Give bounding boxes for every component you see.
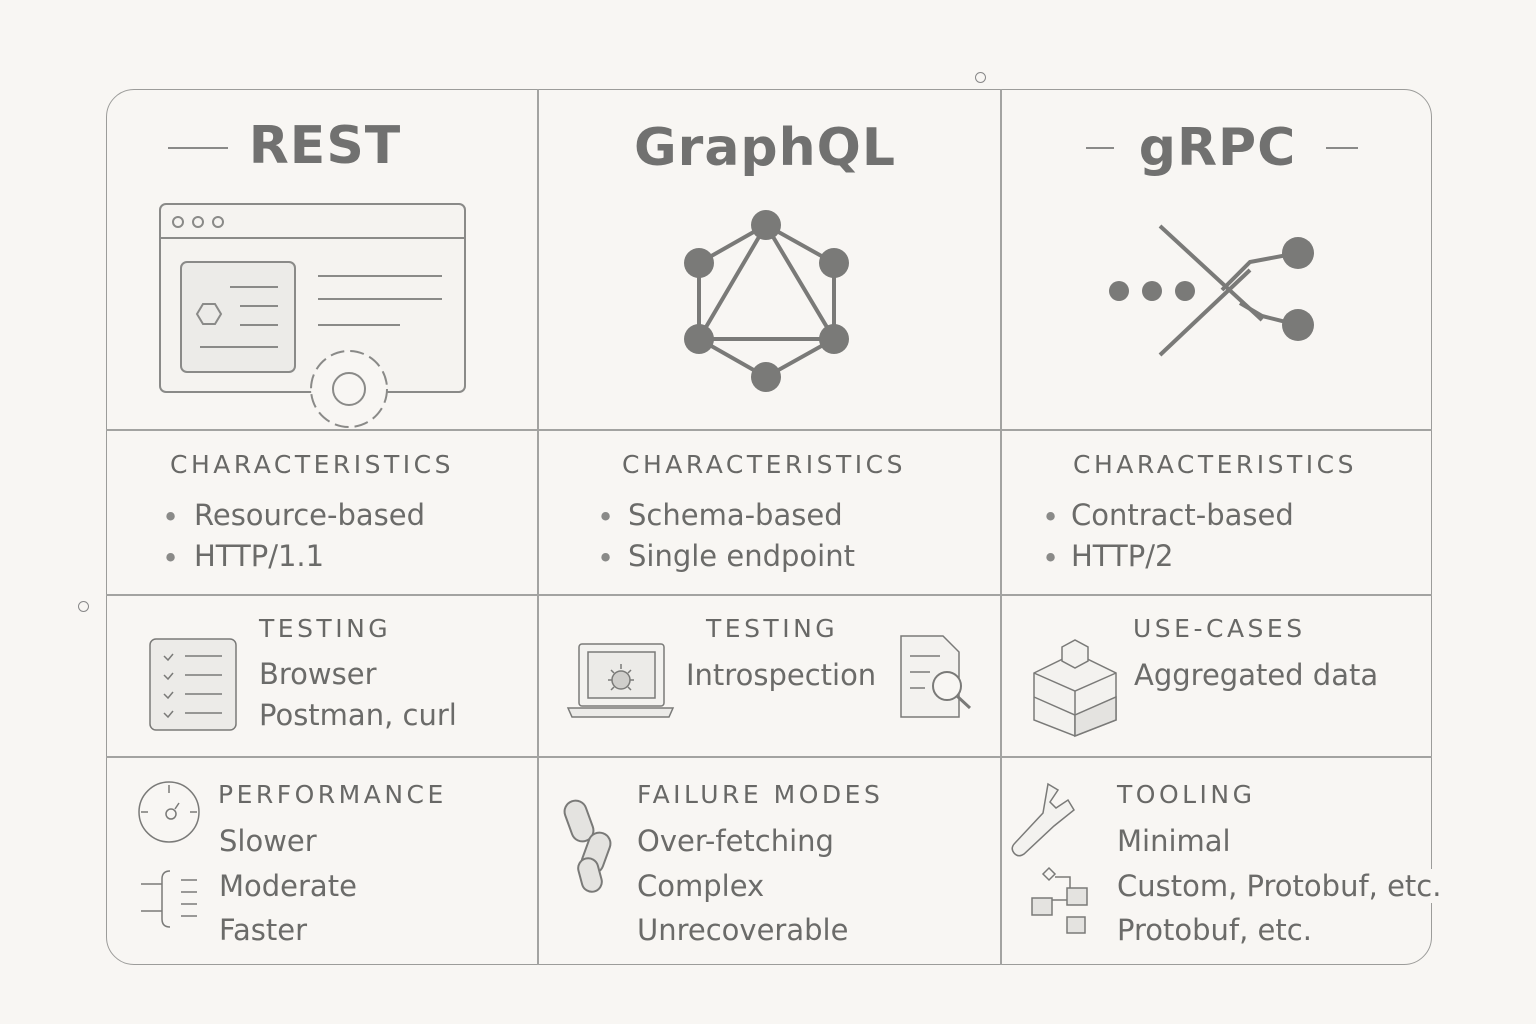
graphql-characteristics-label: CHARACTERISTICS	[622, 450, 906, 479]
grpc-use-cases-label: USE-CASES	[1133, 614, 1306, 643]
graphql-logo-icon	[684, 210, 849, 392]
graphql-failure-item: Complex	[637, 869, 765, 903]
graphql-failure-item: Unrecoverable	[637, 913, 849, 947]
rest-testing-item: Browser	[259, 657, 377, 691]
stacked-boxes-icon	[1033, 639, 1117, 738]
title-dash	[1086, 147, 1114, 149]
row-divider	[106, 429, 1432, 431]
row-divider	[106, 594, 1432, 596]
decorative-dot	[78, 601, 89, 612]
bullet-icon: •	[1042, 500, 1060, 534]
grpc-tooling-item: Custom, Protobuf, etc.	[1117, 869, 1444, 903]
rest-characteristic: Resource-based	[194, 498, 425, 532]
browser-window-gear-icon	[159, 203, 466, 428]
graphql-title: GraphQL	[634, 118, 896, 178]
graphql-testing-label: TESTING	[706, 614, 839, 643]
title-dash	[168, 147, 228, 149]
rest-testing-label: TESTING	[259, 614, 392, 643]
bullet-icon: •	[162, 541, 180, 575]
bullet-icon: •	[1042, 541, 1060, 575]
rest-performance-label: PERFORMANCE	[218, 780, 447, 809]
grpc-characteristics-label: CHARACTERISTICS	[1073, 450, 1357, 479]
rest-characteristic: HTTP/1.1	[194, 539, 325, 573]
grpc-characteristic: Contract-based	[1071, 498, 1294, 532]
rest-performance-item: Moderate	[219, 869, 357, 903]
rest-testing-item: Postman, curl	[259, 698, 457, 732]
bullet-icon: •	[597, 541, 615, 575]
wrench-icon	[1011, 782, 1075, 857]
column-divider	[537, 89, 539, 965]
checklist-icon	[149, 638, 237, 731]
bullet-icon: •	[597, 500, 615, 534]
broken-chain-icon	[563, 799, 612, 893]
grpc-use-case-item: Aggregated data	[1134, 658, 1379, 692]
grpc-tooling-item: Minimal	[1117, 824, 1231, 858]
grpc-arrows-icon	[1109, 224, 1314, 357]
comparison-table-frame	[106, 89, 1432, 965]
rest-performance-item: Slower	[219, 824, 317, 858]
grpc-characteristic: HTTP/2	[1071, 539, 1174, 573]
graphql-testing-item: Introspection	[686, 658, 877, 692]
rest-title: REST	[248, 116, 402, 176]
title-dash	[1326, 147, 1358, 149]
laptop-bug-icon	[566, 635, 972, 718]
graphql-failure-modes-label: FAILURE MODES	[637, 780, 884, 809]
column-divider	[1000, 89, 1002, 965]
gauge-icon	[138, 781, 200, 843]
row-divider	[106, 756, 1432, 758]
grpc-tooling-item: Protobuf, etc.	[1117, 913, 1312, 947]
graphql-characteristic: Schema-based	[628, 498, 843, 532]
decision-tree-icon	[141, 870, 197, 928]
bullet-icon: •	[162, 500, 180, 534]
grpc-tooling-label: TOOLING	[1117, 780, 1256, 809]
grpc-title: gRPC	[1138, 118, 1297, 178]
graphql-failure-item: Over-fetching	[637, 824, 834, 858]
rest-performance-item: Faster	[219, 913, 308, 947]
rest-characteristics-label: CHARACTERISTICS	[170, 450, 454, 479]
flowchart-icon	[1031, 866, 1088, 934]
decorative-dot	[975, 72, 986, 83]
graphql-characteristic: Single endpoint	[628, 539, 855, 573]
